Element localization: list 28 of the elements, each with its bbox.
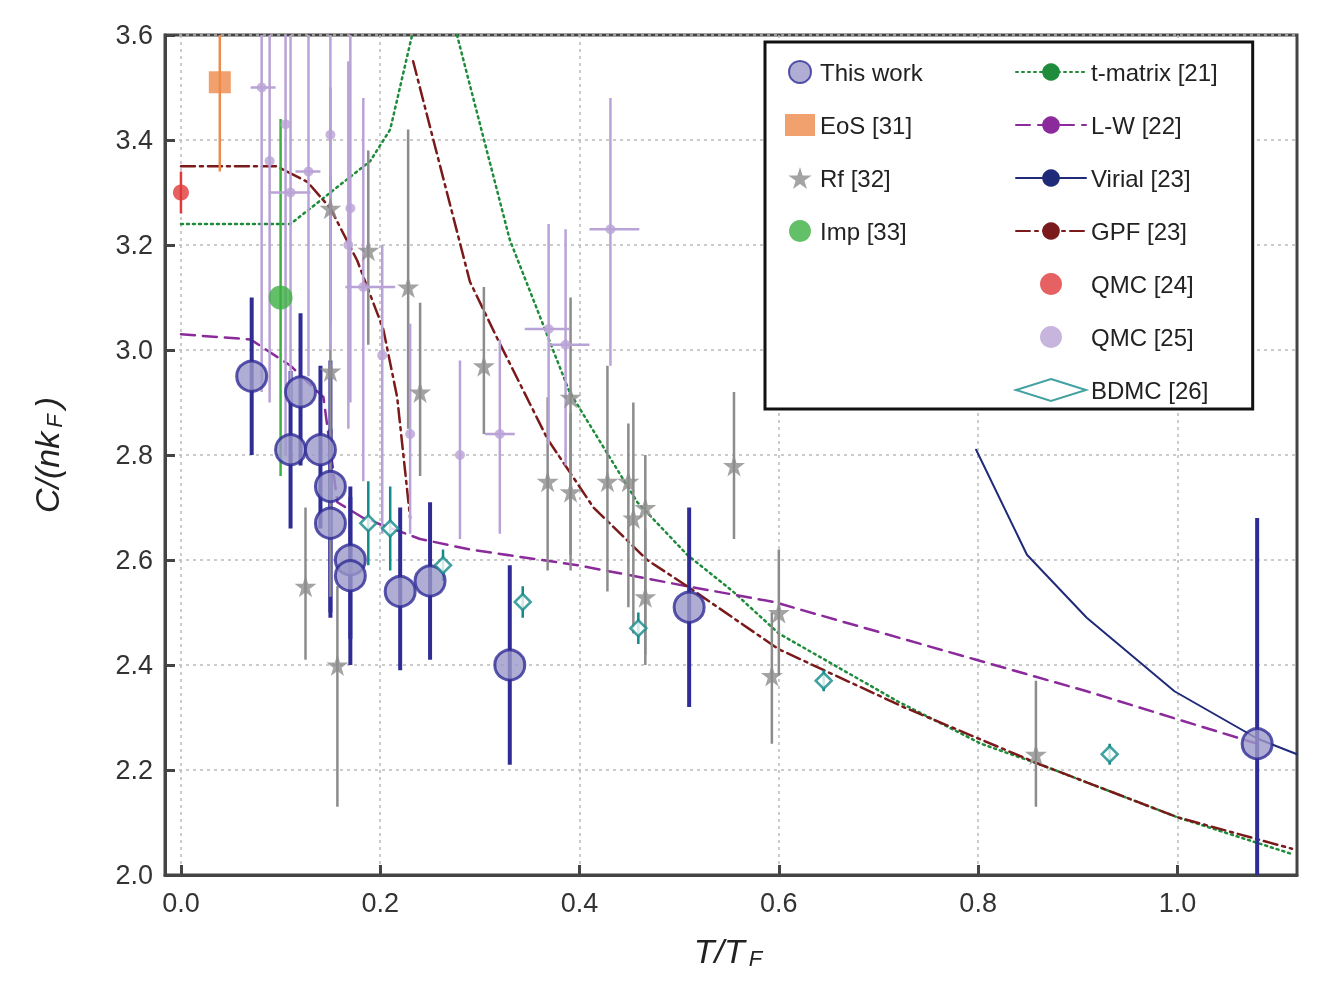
legend-label: This work — [820, 58, 924, 86]
x-tick-label: 0.2 — [361, 887, 400, 918]
y-tick-label: 2.8 — [115, 440, 153, 470]
y-tick-label: 2.2 — [115, 755, 153, 785]
x-tick-label: 0.6 — [760, 887, 798, 918]
x-tick-label: 0.0 — [162, 887, 200, 918]
y-tick-label: 2.6 — [115, 545, 153, 575]
y-tick-label: 2.4 — [115, 650, 153, 680]
legend-label: Imp [33] — [820, 217, 907, 245]
x-tick-label: 0.8 — [959, 887, 997, 918]
x-tick-label: 0.4 — [560, 887, 599, 918]
legend-label: QMC [25] — [1091, 323, 1194, 351]
legend-label: t-matrix [21] — [1091, 58, 1218, 86]
y-tick-label: 2.0 — [115, 860, 153, 890]
legend-label: Virial [23] — [1091, 164, 1191, 192]
legend-label: Rf [32] — [820, 164, 891, 192]
y-tick-label: 3.0 — [115, 335, 153, 365]
x-axis-title: T/TF — [693, 932, 764, 971]
y-tick-label: 3.4 — [115, 125, 153, 155]
legend-label: GPF [23] — [1091, 217, 1188, 245]
legend-label: L-W [22] — [1091, 111, 1182, 139]
y-tick-label: 3.6 — [115, 20, 153, 50]
y-tick-label: 3.2 — [115, 230, 153, 260]
legend-label: EoS [31] — [820, 111, 913, 139]
x-tick-label: 1.0 — [1158, 887, 1197, 918]
legend-label: BDMC [26] — [1091, 376, 1209, 404]
y-axis-title: C/(nkF) — [28, 397, 67, 513]
legend-label: QMC [24] — [1091, 270, 1194, 298]
